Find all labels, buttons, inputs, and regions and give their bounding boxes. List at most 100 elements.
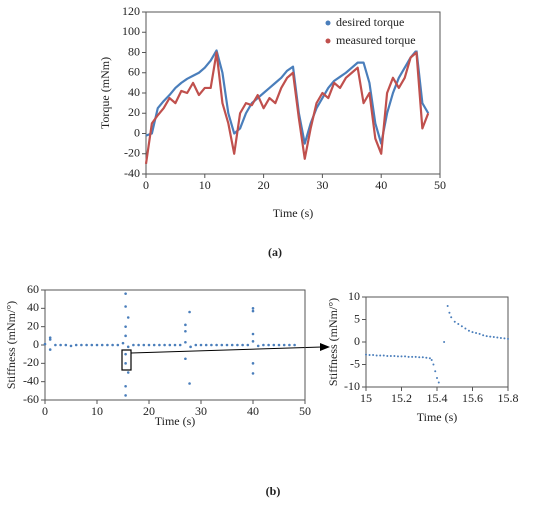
x-axis-label: Time (s) xyxy=(273,206,314,220)
point xyxy=(48,348,52,351)
point xyxy=(471,331,474,334)
point xyxy=(277,343,281,347)
point xyxy=(90,343,94,347)
y-tick-label: 0 xyxy=(33,337,39,351)
point xyxy=(124,305,127,308)
point xyxy=(121,341,125,345)
point xyxy=(230,343,234,347)
point xyxy=(124,394,127,397)
point xyxy=(48,338,52,341)
point xyxy=(220,343,224,347)
point xyxy=(178,343,182,347)
point xyxy=(251,362,255,365)
point xyxy=(173,343,177,347)
point xyxy=(288,343,291,347)
point xyxy=(163,343,166,347)
point xyxy=(389,354,392,357)
point xyxy=(375,354,378,357)
x-tick-label: 15.2 xyxy=(391,391,412,405)
point xyxy=(453,320,456,323)
point xyxy=(450,316,453,319)
point xyxy=(446,305,449,307)
point xyxy=(386,354,389,357)
point xyxy=(184,323,187,327)
point xyxy=(256,344,260,348)
point xyxy=(467,329,470,332)
point xyxy=(184,357,187,361)
x-tick-label: 50 xyxy=(299,404,311,418)
point xyxy=(499,336,502,339)
legend-marker xyxy=(325,38,331,44)
x-tick-label: 30 xyxy=(195,404,207,418)
point xyxy=(199,343,203,347)
point xyxy=(188,310,191,314)
zoom-box xyxy=(121,349,132,371)
point xyxy=(460,325,463,328)
point xyxy=(434,370,437,373)
point xyxy=(204,343,208,347)
point xyxy=(124,325,127,328)
point xyxy=(448,311,451,314)
point xyxy=(124,384,127,388)
point xyxy=(492,336,495,339)
y-tick-label: 100 xyxy=(122,24,140,38)
chart: 0 10 20 30 40 50 -60 -40 -20 0 20 40 60 Time (s) Stiff… xyxy=(4,282,311,428)
x-tick-label: 50 xyxy=(434,178,446,192)
y-tick-label: 0 xyxy=(134,125,140,139)
y-tick-label: 60 xyxy=(128,65,140,79)
point xyxy=(496,336,499,339)
point xyxy=(184,340,187,344)
point xyxy=(126,371,130,374)
x-tick-label: 10 xyxy=(91,404,103,418)
chart: 15 15.2 15.4 15.6 15.8 -10 -5 0 5 10 Time (s) Stiff… xyxy=(326,289,519,424)
arrow-head xyxy=(320,343,330,351)
legend-box xyxy=(321,13,439,51)
point xyxy=(418,356,421,359)
point xyxy=(124,292,127,295)
point xyxy=(126,345,130,349)
point xyxy=(59,343,62,347)
point xyxy=(147,343,151,347)
point xyxy=(262,343,265,347)
y-tick-label: 120 xyxy=(122,4,140,18)
y-tick-label: 40 xyxy=(27,300,39,314)
point xyxy=(489,335,492,338)
x-tick-label: 0 xyxy=(42,404,48,418)
point xyxy=(85,343,88,347)
y-tick-label: 60 xyxy=(27,282,39,296)
point xyxy=(443,341,446,343)
point xyxy=(188,382,191,385)
point xyxy=(365,353,367,356)
x-tick-label: 0 xyxy=(143,178,149,192)
point xyxy=(64,343,68,347)
y-tick-label: -20 xyxy=(124,146,140,160)
point xyxy=(425,356,428,359)
y-tick-label: 20 xyxy=(27,318,39,332)
y-tick-label: -10 xyxy=(344,379,360,393)
point xyxy=(194,343,198,347)
point xyxy=(482,334,485,337)
point xyxy=(272,343,276,347)
point xyxy=(241,343,244,347)
zoom-arrow xyxy=(130,346,323,354)
point xyxy=(396,355,399,358)
point xyxy=(246,343,250,347)
x-axis-label: Time (s) xyxy=(155,414,196,428)
point xyxy=(379,354,382,357)
point xyxy=(95,343,99,347)
point xyxy=(393,354,396,357)
x-tick-label: 40 xyxy=(375,178,387,192)
x-tick-label: 30 xyxy=(316,178,328,192)
point xyxy=(400,355,403,358)
point xyxy=(74,343,78,347)
x-axis-label: Time (s) xyxy=(417,410,458,424)
point xyxy=(436,377,438,379)
point xyxy=(430,359,433,361)
point xyxy=(189,345,192,349)
y-tick-label: 5 xyxy=(354,311,360,325)
y-tick-label: 10 xyxy=(348,289,360,303)
caption: (b) xyxy=(266,484,281,498)
y-axis-label: Stiffness (mNm/°) xyxy=(4,301,18,389)
